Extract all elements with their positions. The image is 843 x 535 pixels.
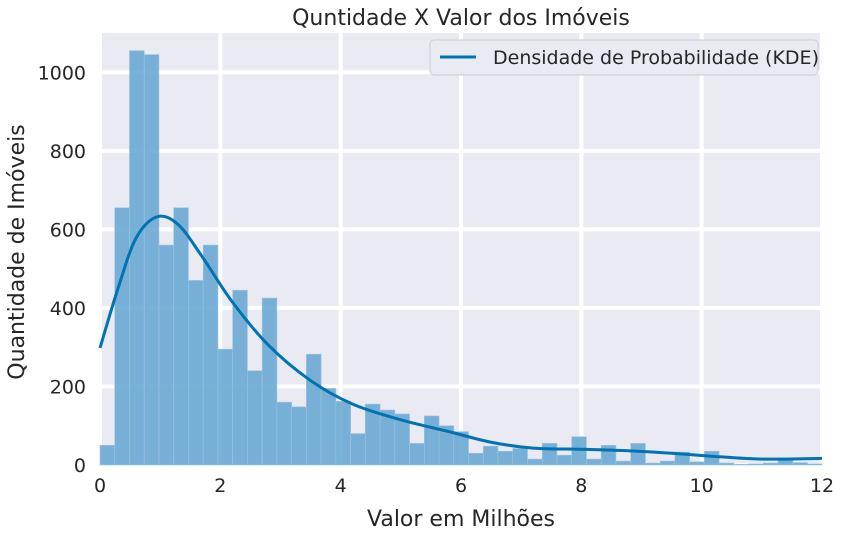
x-tick-labels: 0 2 4 6 8 10 12 xyxy=(94,475,834,497)
histogram-bar xyxy=(541,443,558,466)
histogram-bar xyxy=(276,401,292,466)
histogram-bar xyxy=(704,450,720,466)
histogram-bar xyxy=(306,353,322,466)
histogram-bar xyxy=(615,460,631,466)
legend: Densidade de Probabilidade (KDE) xyxy=(429,39,819,76)
y-axis-label: Quantidade de Imóveis xyxy=(5,124,30,379)
x-tick-label: 0 xyxy=(94,475,106,497)
histogram-bar xyxy=(763,462,779,466)
y-tick-label: 200 xyxy=(50,376,86,398)
histogram-bar xyxy=(453,431,469,466)
histogram-bar xyxy=(188,280,204,466)
y-tick-label: 400 xyxy=(50,298,86,320)
histogram-bar xyxy=(409,443,425,466)
kde-line xyxy=(98,214,823,461)
histogram-bar xyxy=(173,207,189,466)
histogram-bars xyxy=(99,50,823,466)
x-tick-label: 4 xyxy=(335,475,347,497)
histogram-bar xyxy=(792,462,808,466)
histogram-bar xyxy=(512,448,528,466)
histogram-bar xyxy=(689,461,705,466)
histogram-bar xyxy=(482,445,499,466)
x-tick-label: 2 xyxy=(214,475,226,497)
histogram-bar xyxy=(645,462,661,466)
histogram-bar xyxy=(630,443,646,466)
histogram-bar xyxy=(129,50,145,466)
chart-title: Quntidade X Valor dos Imóveis xyxy=(292,6,630,31)
histogram-bar xyxy=(586,458,602,466)
histogram-bar xyxy=(748,463,764,466)
histogram-bar xyxy=(497,450,514,466)
histogram-bar xyxy=(99,445,116,466)
y-tick-label: 0 xyxy=(74,455,86,477)
histogram-bar xyxy=(468,452,484,466)
y-tick-label: 800 xyxy=(50,141,86,163)
histogram-bar xyxy=(807,463,823,466)
histogram-bar xyxy=(143,54,160,466)
histogram-bar xyxy=(217,348,233,466)
histogram-bar xyxy=(733,463,749,466)
histogram-bar xyxy=(394,413,410,466)
histogram-bar xyxy=(423,415,440,466)
histogram-bar xyxy=(158,244,175,466)
x-tick-label: 12 xyxy=(810,475,834,497)
histogram-bar xyxy=(247,370,263,466)
histogram-bar xyxy=(335,401,351,466)
histogram-bar xyxy=(718,462,735,466)
y-tick-labels: 0 200 400 600 800 1000 xyxy=(38,62,86,477)
x-tick-label: 6 xyxy=(455,475,467,497)
x-tick-label: 10 xyxy=(690,475,714,497)
histogram-bar xyxy=(527,458,543,466)
histogram-bar xyxy=(659,460,676,466)
histogram-bar xyxy=(114,207,130,466)
histogram-bar xyxy=(600,445,617,466)
y-tick-label: 1000 xyxy=(38,62,86,84)
histogram-bar xyxy=(350,433,366,466)
histogram-bar xyxy=(320,388,337,466)
histogram-bar xyxy=(261,297,278,466)
x-axis-label: Valor em Milhões xyxy=(367,507,555,532)
histogram-bar xyxy=(291,406,307,466)
legend-label: Densidade de Probabilidade (KDE) xyxy=(493,47,819,69)
legend-box xyxy=(429,39,819,76)
x-tick-label: 8 xyxy=(575,475,587,497)
histogram-bar xyxy=(556,454,573,466)
y-tick-label: 600 xyxy=(50,219,86,241)
